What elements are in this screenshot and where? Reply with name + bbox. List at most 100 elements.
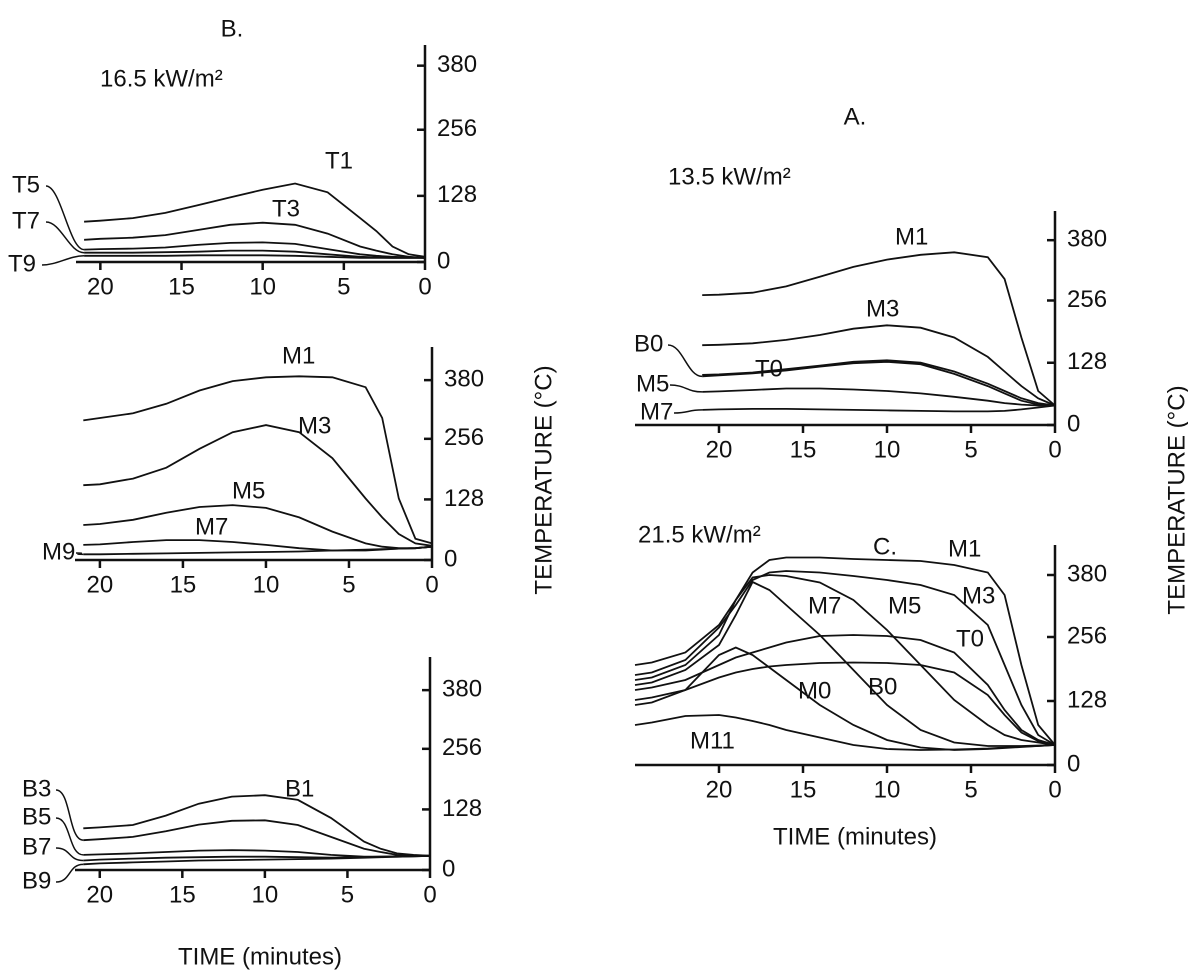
series-label: M5	[636, 370, 669, 397]
x-tick-label: 15	[169, 881, 196, 908]
series-line	[634, 570, 1056, 746]
panel-label: B.	[221, 15, 244, 42]
series-label: M7	[640, 398, 673, 425]
series-line	[634, 574, 1056, 746]
panel-label: C.	[873, 533, 897, 560]
series-label: M11	[690, 727, 735, 754]
y-tick-label: 128	[437, 181, 477, 208]
label-leader	[55, 863, 84, 883]
x-axis-title: TIME (minutes)	[178, 943, 342, 970]
series-line	[702, 359, 1056, 407]
series-line	[702, 404, 1056, 413]
series-line	[83, 794, 431, 857]
x-tick-label: 0	[1048, 776, 1061, 803]
x-tick-label: 5	[964, 776, 977, 803]
series-line	[84, 254, 425, 259]
series-label: T3	[272, 195, 300, 222]
x-tick-label: 5	[341, 881, 354, 908]
series-line	[702, 387, 1055, 407]
y-tick-label: 256	[1067, 622, 1107, 649]
series-label: M1	[948, 535, 981, 562]
x-axis-title: TIME (minutes)	[773, 823, 937, 850]
series-label: T0	[956, 625, 984, 652]
x-tick-label: 0	[418, 273, 431, 300]
series-label: M3	[298, 412, 331, 439]
chart-title: 13.5 kW/m²	[668, 163, 791, 190]
x-tick-label: 5	[337, 273, 350, 300]
y-tick-label: 0	[1067, 410, 1080, 437]
x-tick-label: 5	[964, 436, 977, 463]
y-tick-label: 128	[1067, 686, 1107, 713]
series-label: B9	[22, 867, 51, 894]
label-leader	[667, 344, 703, 378]
y-tick-label: 380	[1067, 560, 1107, 587]
label-leader	[55, 789, 84, 841]
panel-label: A.	[844, 103, 867, 130]
series-line	[634, 556, 1056, 746]
x-tick-label: 15	[790, 776, 817, 803]
series-label: M5	[232, 477, 265, 504]
x-tick-label: 10	[874, 776, 901, 803]
y-tick-label: 256	[442, 734, 482, 761]
y-tick-label: 380	[1067, 226, 1107, 253]
series-line	[634, 661, 1056, 746]
x-tick-label: 15	[168, 273, 195, 300]
chart-title: 16.5 kW/m²	[100, 65, 223, 92]
series-line	[83, 819, 430, 857]
series-line	[83, 424, 433, 547]
y-tick-label: 0	[444, 545, 457, 572]
label-leader	[669, 384, 703, 393]
x-tick-label: 20	[706, 436, 733, 463]
x-tick-label: 10	[249, 273, 276, 300]
label-leader	[55, 817, 84, 856]
y-tick-label: 128	[444, 485, 484, 512]
label-leader	[673, 409, 703, 414]
series-label: B7	[22, 833, 51, 860]
y-tick-label: 0	[437, 247, 450, 274]
x-tick-label: 20	[87, 273, 114, 300]
series-label: M3	[962, 582, 995, 609]
series-label: T0	[755, 355, 783, 382]
series-line	[634, 714, 1056, 751]
x-tick-label: 20	[87, 571, 114, 598]
x-tick-label: 10	[252, 881, 279, 908]
series-label: B3	[22, 775, 51, 802]
label-leader	[41, 255, 85, 266]
x-tick-label: 10	[874, 436, 901, 463]
y-tick-label: 256	[444, 424, 484, 451]
label-leader	[45, 221, 85, 254]
series-line	[634, 634, 1056, 746]
series-line	[83, 545, 433, 556]
y-tick-label: 380	[444, 365, 484, 392]
x-tick-label: 20	[86, 881, 113, 908]
chart-title: 21.5 kW/m²	[638, 521, 761, 548]
y-tick-label: 0	[1067, 750, 1080, 777]
label-leader	[75, 552, 84, 556]
series-label: B0	[634, 330, 663, 357]
y-axis-title: TEMPERATURE (°C)	[1163, 385, 1188, 614]
series-label: B5	[22, 803, 51, 830]
series-line	[84, 241, 426, 259]
series-line	[702, 251, 1056, 407]
x-tick-label: 0	[425, 571, 438, 598]
series-line	[84, 182, 426, 258]
series-label: T5	[12, 171, 40, 198]
x-tick-label: 0	[1048, 436, 1061, 463]
y-tick-label: 256	[1067, 286, 1107, 313]
series-line	[83, 854, 431, 866]
x-tick-label: 20	[706, 776, 733, 803]
series-label: M7	[808, 592, 841, 619]
y-tick-label: 380	[442, 675, 482, 702]
label-leader	[45, 185, 85, 251]
label-leader	[55, 847, 84, 862]
series-line	[702, 324, 1056, 407]
series-label: M7	[195, 513, 228, 540]
y-tick-label: 0	[442, 855, 455, 882]
series-label: M1	[282, 342, 315, 369]
series-label: T9	[8, 250, 36, 277]
series-line	[84, 249, 425, 259]
x-tick-label: 5	[342, 571, 355, 598]
series-label: T1	[325, 147, 353, 174]
y-tick-label: 380	[437, 51, 477, 78]
y-axis-title: TEMPERATURE (°C)	[530, 365, 557, 594]
